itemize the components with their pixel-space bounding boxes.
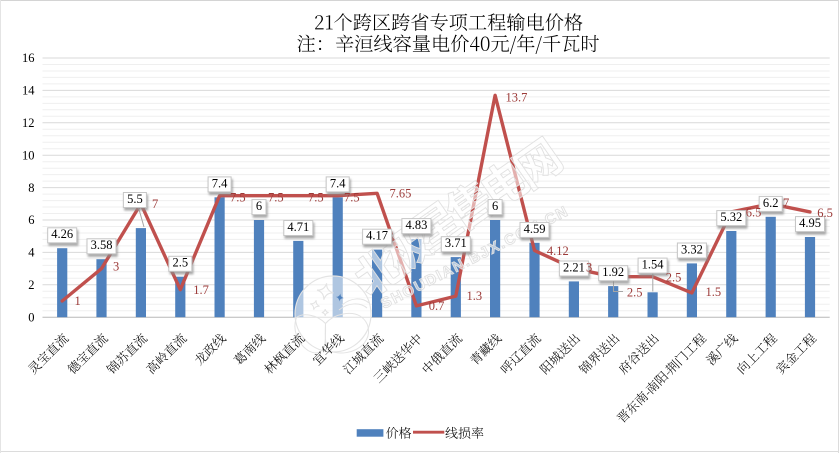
svg-text:1.5: 1.5 [706,285,722,299]
svg-text:1.3: 1.3 [467,289,483,303]
svg-text:4.95: 4.95 [799,216,821,230]
svg-text:3.71: 3.71 [445,236,467,250]
svg-text:3.32: 3.32 [681,242,703,256]
svg-text:7.5: 7.5 [268,191,284,205]
svg-text:7.4: 7.4 [212,176,228,190]
svg-text:4.71: 4.71 [287,220,309,234]
svg-text:14: 14 [22,84,35,98]
svg-text:7.65: 7.65 [390,187,412,201]
svg-text:2.5: 2.5 [627,286,643,300]
svg-text:8: 8 [28,181,34,195]
svg-text:0: 0 [28,310,34,324]
svg-text:7: 7 [152,197,158,211]
svg-text:4.17: 4.17 [366,229,388,243]
svg-text:7.5: 7.5 [230,191,246,205]
svg-text:2.21: 2.21 [563,260,585,274]
svg-text:6: 6 [28,213,34,227]
svg-text:5.5: 5.5 [127,192,143,206]
svg-text:2.5: 2.5 [172,256,188,270]
svg-text:6.5: 6.5 [746,206,762,220]
svg-text:1.92: 1.92 [602,265,624,279]
svg-text:2.5: 2.5 [666,270,682,284]
svg-text:4: 4 [28,246,35,260]
svg-text:4.59: 4.59 [524,222,546,236]
svg-text:3.58: 3.58 [91,238,113,252]
svg-text:4.83: 4.83 [405,218,427,232]
svg-text:1.54: 1.54 [642,258,665,272]
svg-text:5.32: 5.32 [720,210,742,224]
svg-text:4.26: 4.26 [51,227,73,241]
svg-text:16: 16 [22,51,35,65]
svg-text:1.7: 1.7 [193,283,209,297]
svg-text:6.5: 6.5 [817,206,833,220]
svg-text:2: 2 [28,278,34,292]
svg-text:7.4: 7.4 [330,176,346,190]
svg-text:7.5: 7.5 [308,191,324,205]
svg-text:6: 6 [256,199,262,213]
svg-text:6.2: 6.2 [763,196,779,210]
svg-text:7: 7 [783,196,789,210]
svg-text:7.5: 7.5 [344,191,360,205]
svg-text:13.7: 13.7 [506,91,528,105]
svg-text:10: 10 [22,148,35,162]
svg-text:3: 3 [586,261,592,275]
svg-text:4.12: 4.12 [547,244,569,258]
svg-text:1: 1 [75,294,81,308]
svg-text:0.7: 0.7 [429,299,445,313]
svg-text:12: 12 [22,116,35,130]
svg-text:6: 6 [492,199,498,213]
svg-text:3: 3 [113,260,119,274]
